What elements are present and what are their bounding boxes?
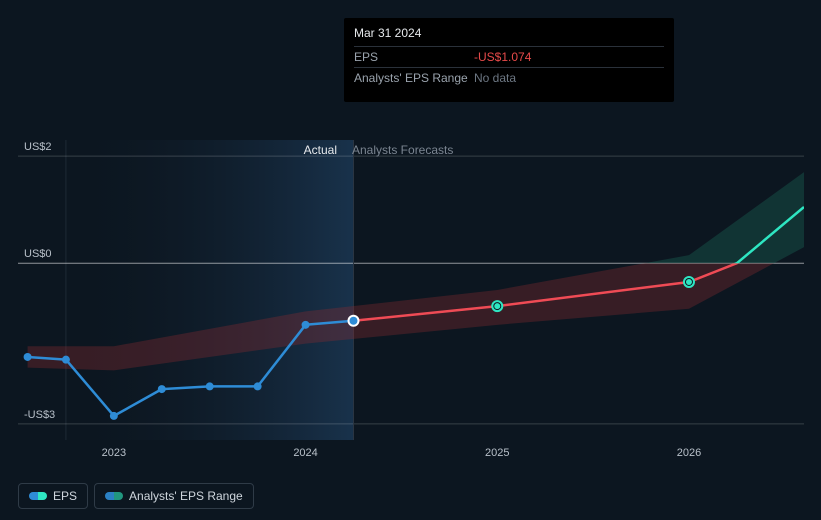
eps-actual-marker — [158, 385, 166, 393]
eps-actual-marker — [62, 356, 70, 364]
legend-item[interactable]: EPS — [18, 483, 88, 509]
y-tick-label: -US$3 — [24, 409, 55, 421]
region-label-actual: Actual — [277, 143, 337, 157]
tooltip-value: -US$1.074 — [474, 50, 531, 64]
eps-actual-marker — [302, 321, 310, 329]
legend-swatch — [105, 492, 123, 500]
chart-tooltip: Mar 31 2024 EPS-US$1.074Analysts' EPS Ra… — [344, 18, 674, 102]
eps-actual-marker — [24, 353, 32, 361]
eps-actual-marker — [110, 412, 118, 420]
tooltip-value: No data — [474, 71, 516, 85]
eps-actual-marker — [254, 382, 262, 390]
x-tick-label: 2025 — [485, 447, 509, 459]
eps-current-marker — [348, 316, 358, 326]
eps-forecast-marker-dot — [686, 279, 692, 285]
eps-actual-marker — [206, 382, 214, 390]
legend-label: Analysts' EPS Range — [129, 489, 243, 503]
x-tick-label: 2024 — [293, 447, 317, 459]
tooltip-row: Analysts' EPS RangeNo data — [354, 67, 664, 88]
tooltip-key: EPS — [354, 50, 474, 64]
region-label-forecast: Analysts Forecasts — [352, 143, 453, 157]
tooltip-row: EPS-US$1.074 — [354, 46, 664, 67]
x-tick-label: 2023 — [102, 447, 126, 459]
legend-item[interactable]: Analysts' EPS Range — [94, 483, 254, 509]
y-tick-label: US$0 — [24, 248, 52, 260]
tooltip-date: Mar 31 2024 — [354, 26, 664, 40]
legend-swatch — [29, 492, 47, 500]
x-tick-label: 2026 — [677, 447, 701, 459]
legend-label: EPS — [53, 489, 77, 503]
chart-legend: EPS Analysts' EPS Range — [18, 483, 254, 509]
y-tick-label: US$2 — [24, 141, 52, 153]
tooltip-key: Analysts' EPS Range — [354, 71, 474, 85]
actual-region-highlight — [66, 140, 354, 440]
eps-forecast-marker-dot — [494, 303, 500, 309]
